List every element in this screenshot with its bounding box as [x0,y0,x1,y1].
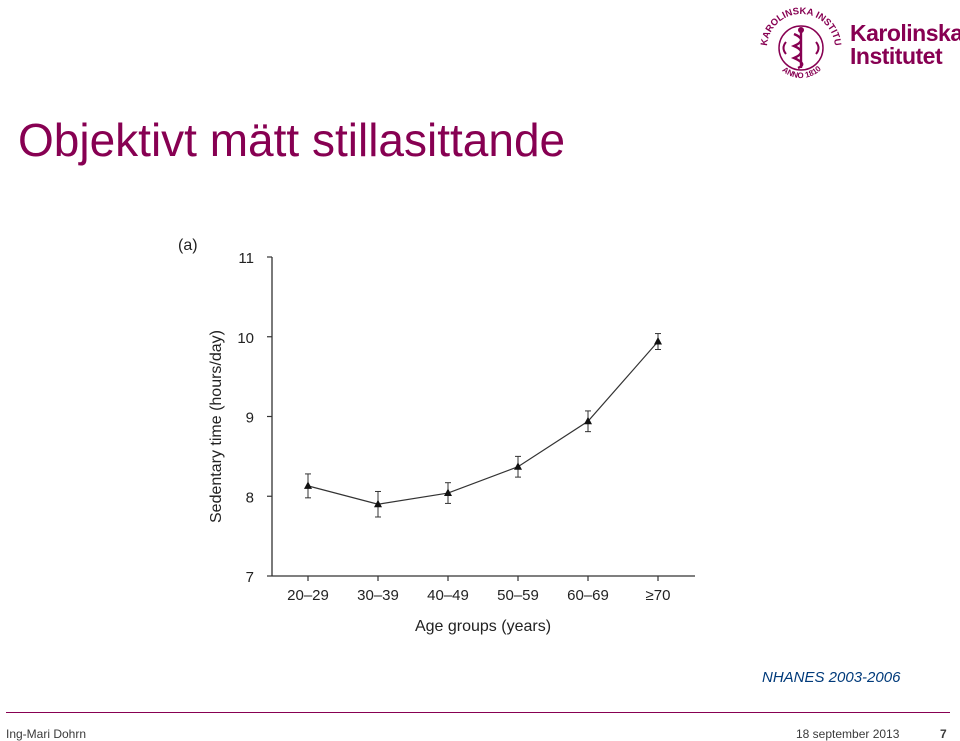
footer-divider [6,712,950,713]
data-point-marker [444,488,452,497]
page-number: 7 [940,727,947,741]
sedentary-time-chart: 7 8 9 10 11 20–29 30–39 40–49 50–59 60–69 ≥70 Age g… [178,237,695,635]
karolinska-seal-icon: KAROLINSKA INSTITUTET ANNO 1810 [758,4,843,80]
x-tick-label: 20–29 [287,587,329,604]
y-tick-label: 10 [237,330,254,347]
footer-date: 18 september 2013 [796,727,900,741]
data-point-marker [304,481,312,489]
logo-line-2: Institutet [850,43,943,69]
y-tick-label: 8 [246,489,254,506]
data-point-marker [514,462,522,470]
y-tick-label: 9 [246,410,254,427]
x-tick-label: 30–39 [357,587,399,604]
data-point-marker [374,499,382,508]
series-line [307,341,659,505]
data-point-marker [654,337,662,345]
data-point-marker [584,416,592,425]
footer-author: Ing-Mari Dohrn [6,727,87,741]
logo-line-1: Karolinska [850,20,960,46]
x-tick-label: ≥70 [646,587,671,604]
x-axis-label: Age groups (years) [415,618,551,635]
logo-wordmark: Karolinska Institutet [850,22,960,68]
y-axis-label: Sedentary time (hours/day) [208,330,225,523]
panel-label: (a) [178,237,198,254]
karolinska-logo: KAROLINSKA INSTITUTET ANNO 1810 Karolins… [758,4,960,84]
y-tick-label: 7 [246,569,254,586]
slide-title: Objektivt mätt stillasittande [18,114,566,166]
source-note: NHANES 2003-2006 [762,669,901,686]
x-tick-label: 40–49 [427,587,469,604]
x-tick-label: 50–59 [497,587,539,604]
x-tick-label: 60–69 [567,587,609,604]
y-tick-label: 11 [238,250,254,267]
